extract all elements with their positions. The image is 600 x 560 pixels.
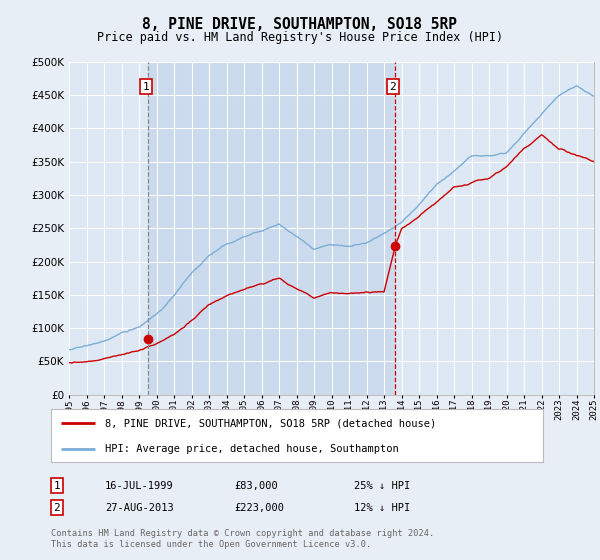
Bar: [148, 62, 395, 395]
Text: 12% ↓ HPI: 12% ↓ HPI: [354, 503, 410, 513]
Text: 27-AUG-2013: 27-AUG-2013: [105, 503, 174, 513]
Text: 1: 1: [142, 82, 149, 92]
Text: £223,000: £223,000: [234, 503, 284, 513]
Text: 16-JUL-1999: 16-JUL-1999: [105, 480, 174, 491]
Text: £83,000: £83,000: [234, 480, 278, 491]
Text: Price paid vs. HM Land Registry's House Price Index (HPI): Price paid vs. HM Land Registry's House …: [97, 31, 503, 44]
Text: 8, PINE DRIVE, SOUTHAMPTON, SO18 5RP (detached house): 8, PINE DRIVE, SOUTHAMPTON, SO18 5RP (de…: [105, 419, 436, 429]
Text: 2: 2: [389, 82, 396, 92]
Text: 25% ↓ HPI: 25% ↓ HPI: [354, 480, 410, 491]
Text: HPI: Average price, detached house, Southampton: HPI: Average price, detached house, Sout…: [105, 444, 399, 454]
Text: Contains HM Land Registry data © Crown copyright and database right 2024.
This d: Contains HM Land Registry data © Crown c…: [51, 529, 434, 549]
Text: 1: 1: [53, 480, 61, 491]
Text: 2: 2: [53, 503, 61, 513]
Text: 8, PINE DRIVE, SOUTHAMPTON, SO18 5RP: 8, PINE DRIVE, SOUTHAMPTON, SO18 5RP: [143, 17, 458, 32]
